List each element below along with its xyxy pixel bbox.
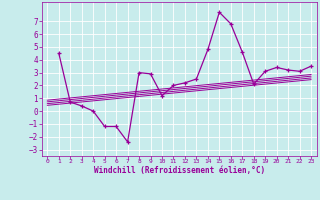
X-axis label: Windchill (Refroidissement éolien,°C): Windchill (Refroidissement éolien,°C) — [94, 166, 265, 175]
